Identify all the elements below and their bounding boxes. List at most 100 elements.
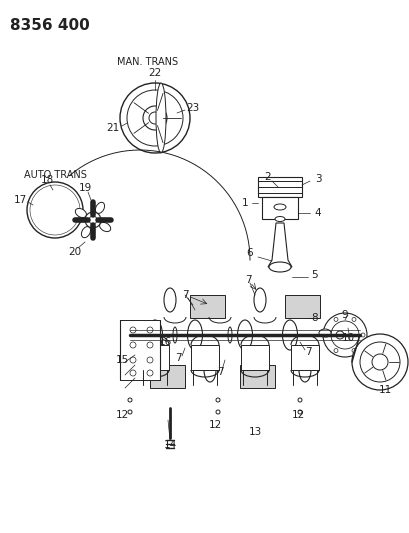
Text: 6: 6 (246, 248, 253, 258)
Text: 8: 8 (311, 313, 317, 323)
Text: 15: 15 (115, 355, 128, 365)
Circle shape (120, 83, 189, 153)
Circle shape (359, 342, 399, 382)
Text: 12: 12 (208, 420, 221, 430)
Ellipse shape (75, 208, 86, 217)
Ellipse shape (128, 410, 132, 414)
Text: 1: 1 (241, 198, 248, 208)
Text: 13: 13 (248, 427, 261, 437)
Text: 9: 9 (341, 310, 348, 320)
Circle shape (351, 349, 355, 353)
Circle shape (147, 327, 153, 333)
Circle shape (322, 313, 366, 357)
Bar (257, 177, 301, 197)
Polygon shape (240, 345, 268, 370)
Circle shape (130, 327, 136, 333)
Circle shape (351, 334, 407, 390)
Ellipse shape (282, 320, 297, 350)
Circle shape (47, 202, 63, 218)
Ellipse shape (237, 320, 252, 350)
Circle shape (371, 354, 387, 370)
Ellipse shape (254, 288, 265, 312)
Ellipse shape (187, 320, 202, 350)
Ellipse shape (95, 203, 104, 213)
Circle shape (130, 357, 136, 363)
Polygon shape (284, 295, 319, 318)
Ellipse shape (204, 358, 216, 382)
Text: 18: 18 (40, 175, 54, 185)
Text: 5: 5 (311, 270, 317, 280)
Ellipse shape (335, 331, 343, 339)
Polygon shape (150, 365, 184, 388)
Circle shape (360, 333, 364, 337)
Circle shape (147, 342, 153, 348)
Text: 7: 7 (216, 367, 223, 377)
Ellipse shape (298, 358, 310, 382)
Text: 7: 7 (174, 353, 181, 363)
Ellipse shape (99, 222, 110, 231)
Text: AUTO TRANS: AUTO TRANS (23, 170, 86, 180)
Text: 21: 21 (106, 123, 119, 133)
Ellipse shape (318, 329, 330, 337)
Ellipse shape (155, 83, 166, 153)
Circle shape (85, 212, 101, 228)
Ellipse shape (273, 204, 285, 210)
Circle shape (33, 188, 77, 232)
Polygon shape (189, 295, 225, 318)
Text: 3: 3 (314, 174, 321, 184)
Text: 19: 19 (78, 183, 91, 193)
Text: 7: 7 (304, 347, 310, 357)
Polygon shape (290, 345, 318, 370)
Polygon shape (141, 345, 169, 370)
Text: 7: 7 (244, 275, 251, 285)
Circle shape (330, 321, 358, 349)
Text: 10: 10 (341, 333, 354, 343)
Ellipse shape (81, 227, 90, 238)
Ellipse shape (216, 398, 220, 402)
Ellipse shape (297, 398, 301, 402)
Text: 4: 4 (314, 208, 321, 218)
Polygon shape (267, 223, 291, 267)
Polygon shape (239, 365, 274, 388)
Ellipse shape (128, 398, 132, 402)
Text: 12: 12 (291, 410, 304, 420)
Circle shape (27, 182, 83, 238)
Text: 16: 16 (158, 337, 171, 347)
Circle shape (89, 216, 97, 224)
Text: 14: 14 (163, 440, 176, 450)
Text: 20: 20 (68, 247, 81, 257)
Polygon shape (191, 345, 218, 370)
Ellipse shape (173, 327, 177, 343)
Text: 2: 2 (264, 172, 271, 182)
Text: 22: 22 (148, 68, 161, 78)
Circle shape (324, 333, 328, 337)
Circle shape (148, 112, 161, 124)
Ellipse shape (216, 410, 220, 414)
Circle shape (130, 370, 136, 376)
Ellipse shape (274, 216, 284, 222)
Ellipse shape (268, 262, 290, 272)
Ellipse shape (147, 320, 162, 350)
Text: MAN. TRANS: MAN. TRANS (117, 57, 178, 67)
Circle shape (351, 318, 355, 321)
Text: 11: 11 (378, 385, 391, 395)
Ellipse shape (297, 410, 301, 414)
Ellipse shape (227, 327, 231, 343)
Circle shape (333, 349, 337, 353)
Circle shape (147, 357, 153, 363)
Polygon shape (120, 320, 160, 380)
Text: 23: 23 (186, 103, 199, 113)
Text: 17: 17 (13, 195, 27, 205)
Circle shape (127, 90, 182, 146)
Text: 8356 400: 8356 400 (10, 18, 90, 33)
Circle shape (130, 342, 136, 348)
Circle shape (30, 185, 80, 235)
Circle shape (333, 318, 337, 321)
Text: 7: 7 (181, 290, 188, 300)
Circle shape (147, 370, 153, 376)
Ellipse shape (164, 288, 175, 312)
Bar (261, 197, 297, 219)
Text: 12: 12 (115, 410, 128, 420)
Circle shape (143, 106, 166, 130)
Circle shape (35, 190, 75, 230)
